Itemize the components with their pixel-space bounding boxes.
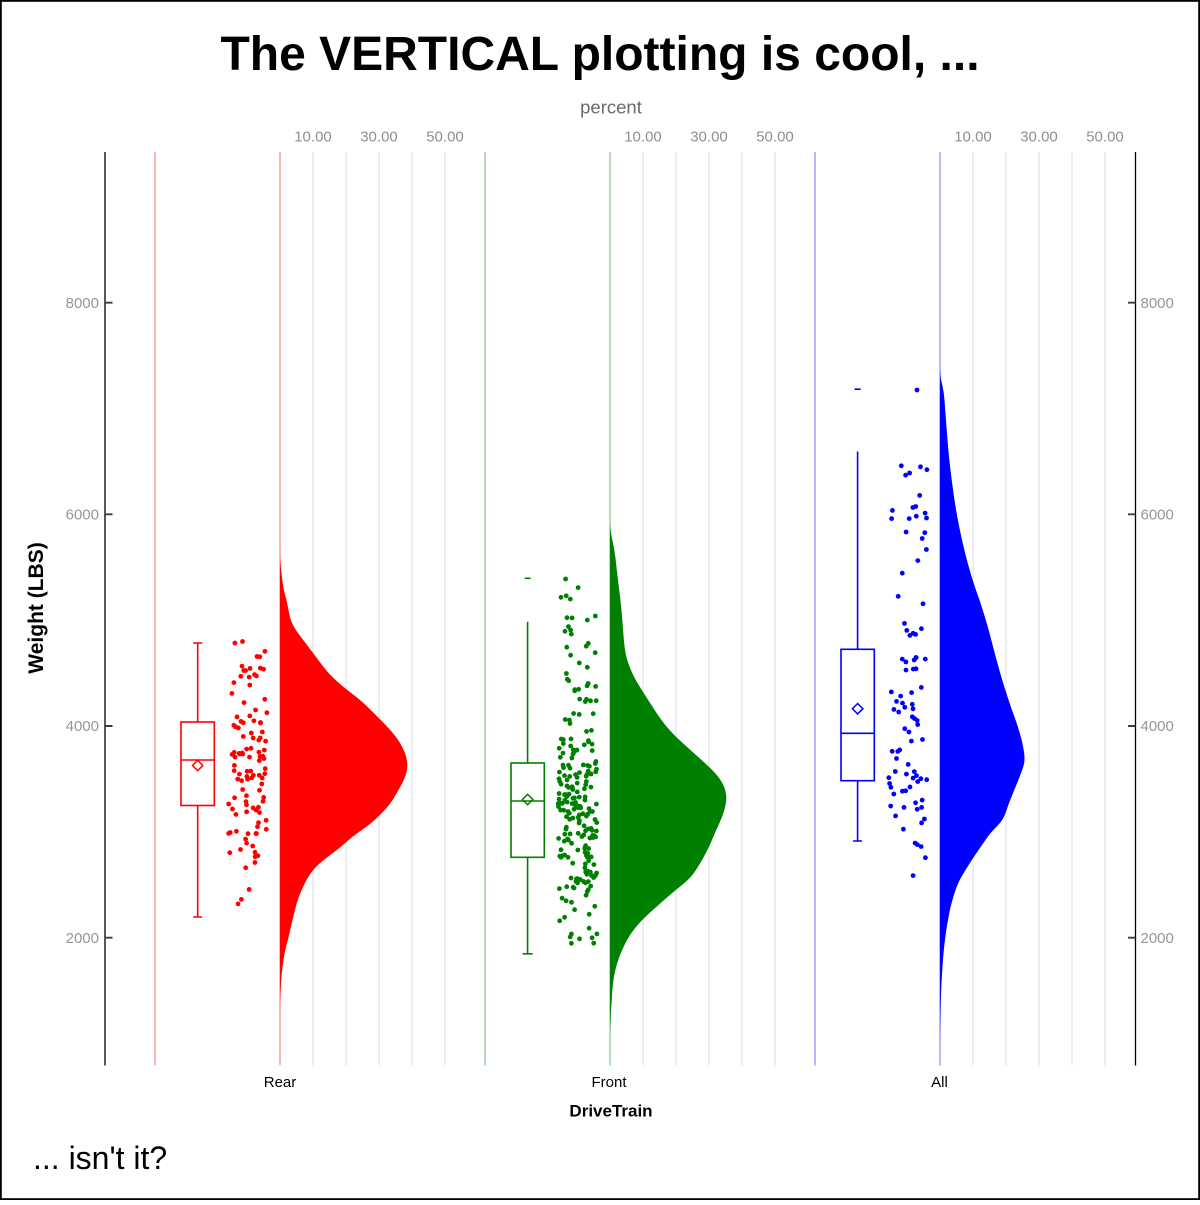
svg-text:... isn't it?: ... isn't it? [33, 1140, 167, 1176]
svg-text:2000: 2000 [66, 930, 99, 947]
svg-text:Weight (LBS): Weight (LBS) [25, 542, 48, 673]
svg-text:8000: 8000 [66, 295, 99, 312]
svg-text:30.00: 30.00 [360, 129, 398, 146]
svg-text:percent: percent [580, 97, 642, 118]
svg-text:The VERTICAL plotting is cool,: The VERTICAL plotting is cool, ... [220, 28, 979, 81]
svg-text:50.00: 50.00 [426, 129, 464, 146]
svg-text:DriveTrain: DriveTrain [569, 1102, 652, 1121]
svg-text:30.00: 30.00 [690, 129, 728, 146]
svg-text:30.00: 30.00 [1020, 129, 1058, 146]
svg-text:10.00: 10.00 [294, 129, 332, 146]
svg-text:Rear: Rear [264, 1074, 297, 1091]
svg-text:8000: 8000 [1141, 295, 1174, 312]
svg-text:6000: 6000 [66, 507, 99, 524]
svg-text:10.00: 10.00 [624, 129, 662, 146]
svg-text:All: All [931, 1074, 948, 1091]
svg-text:2000: 2000 [1141, 930, 1174, 947]
svg-text:50.00: 50.00 [756, 129, 794, 146]
svg-text:4000: 4000 [66, 718, 99, 735]
svg-text:4000: 4000 [1141, 718, 1174, 735]
svg-text:10.00: 10.00 [954, 129, 992, 146]
svg-text:6000: 6000 [1141, 507, 1174, 524]
svg-text:Front: Front [591, 1074, 627, 1091]
svg-text:50.00: 50.00 [1086, 129, 1124, 146]
